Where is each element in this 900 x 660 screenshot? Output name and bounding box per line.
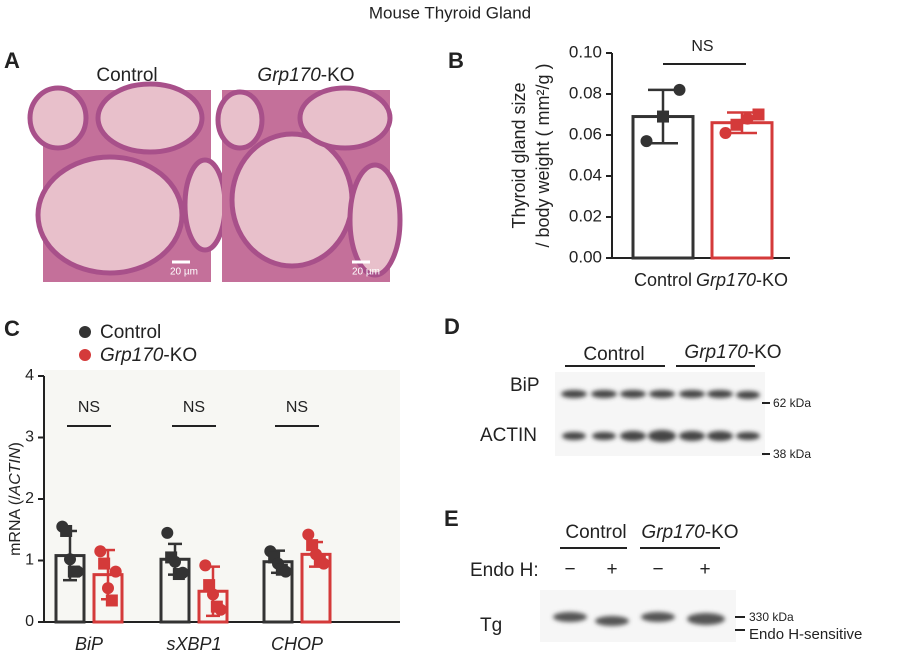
x-tick-label: Control: [634, 270, 692, 290]
panel-letter: B: [448, 48, 464, 73]
data-point: [102, 582, 114, 595]
data-point: [673, 83, 686, 96]
data-point: [279, 565, 292, 578]
y-tick-label: 3: [25, 429, 34, 446]
marker-label: Endo H-sensitive: [749, 626, 862, 643]
y-tick-label: 0.10: [569, 42, 602, 61]
y-tick-label: 0.04: [569, 165, 602, 184]
legend-label: Control: [100, 322, 161, 343]
data-point: [105, 594, 118, 607]
y-axis-label: Thyroid gland size: [509, 82, 529, 228]
data-point: [71, 565, 84, 578]
marker-label: 62 kDa: [773, 396, 811, 410]
y-tick-label: 0.00: [569, 247, 602, 266]
marker-label: 330 kDa: [749, 610, 794, 624]
plot-background: [44, 370, 400, 622]
annotation: NS: [286, 399, 308, 416]
data-point: [203, 579, 216, 592]
data-point: [161, 526, 174, 539]
scale-bar-label: 20 µm: [352, 267, 380, 278]
group-label: Control: [565, 522, 626, 543]
group-label: Grp170-KO: [641, 522, 738, 543]
y-tick-label: 0.06: [569, 124, 602, 143]
data-point: [640, 135, 653, 148]
data-point: [214, 603, 227, 616]
panel-letter: A: [4, 48, 20, 73]
legend-marker: [79, 326, 91, 338]
annotation: NS: [78, 399, 100, 416]
x-tick-label: BiP: [75, 634, 103, 654]
column-label: Control: [96, 65, 157, 86]
histology-image: [215, 85, 403, 282]
panel-letter: C: [4, 316, 20, 341]
y-tick-label: 2: [25, 490, 34, 507]
data-point: [719, 126, 732, 139]
legend-label: Grp170-KO: [100, 345, 197, 366]
data-point: [207, 588, 219, 601]
data-point: [317, 557, 330, 570]
bar: [710, 121, 774, 260]
scale-bar-label: 20 µm: [170, 267, 198, 278]
data-point: [64, 553, 76, 566]
treatment-label: Endo H:: [470, 560, 539, 581]
data-point: [60, 524, 73, 537]
x-tick-label: Grp170-KO: [696, 270, 788, 290]
data-point: [752, 108, 765, 121]
data-point: [109, 565, 122, 578]
data-point: [302, 528, 315, 541]
x-tick-label: sXBP1: [166, 634, 221, 654]
group-label: Grp170-KO: [684, 342, 781, 363]
data-point: [98, 557, 111, 570]
panel-letter: D: [444, 314, 460, 339]
row-label: ACTIN: [480, 425, 537, 446]
y-axis-label: / body weight ( mm²/g ): [533, 63, 553, 247]
blot-bands: [553, 612, 725, 626]
lane-label: −: [564, 559, 575, 580]
blot-bands: [561, 390, 760, 442]
data-point: [741, 112, 754, 125]
legend-marker: [79, 349, 91, 361]
histology-image: [27, 81, 228, 282]
annotation: NS: [691, 38, 713, 55]
x-tick-label: CHOP: [271, 634, 323, 654]
lane-label: −: [652, 559, 663, 580]
row-label: Tg: [480, 615, 502, 636]
data-point: [169, 555, 181, 568]
y-tick-label: 0.08: [569, 83, 602, 102]
panel-letter: E: [444, 506, 459, 531]
lane-label: +: [606, 559, 617, 580]
y-tick-label: 0.02: [569, 206, 602, 225]
column-label: Grp170-KO: [257, 65, 354, 86]
y-tick-label: 4: [25, 367, 34, 384]
data-point: [657, 110, 669, 123]
data-point: [176, 566, 189, 579]
data-point: [730, 118, 743, 131]
annotation: NS: [183, 399, 205, 416]
group-label: Control: [583, 344, 644, 365]
row-label: BiP: [510, 375, 540, 396]
blot: [555, 372, 765, 456]
data-point: [306, 539, 319, 552]
y-tick-label: 0: [25, 613, 34, 630]
data-point: [199, 559, 212, 572]
y-tick-label: 1: [25, 552, 34, 569]
lane-label: +: [699, 559, 710, 580]
y-axis-label: mRNA (/ACTIN): [7, 442, 24, 556]
data-point: [94, 545, 107, 558]
marker-label: 38 kDa: [773, 447, 811, 461]
figure-title: Mouse Thyroid Gland: [369, 3, 531, 22]
